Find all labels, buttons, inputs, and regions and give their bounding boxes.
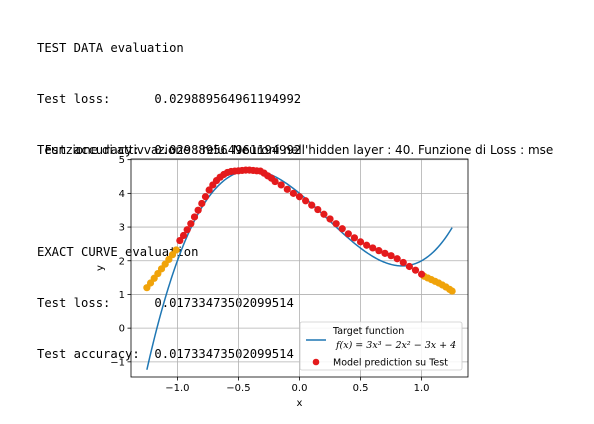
prediction-point	[418, 270, 426, 278]
prediction-point	[277, 181, 285, 189]
prediction-point	[179, 231, 188, 240]
prediction-point	[201, 193, 210, 201]
y-tick-label: 5	[119, 155, 125, 166]
prediction-point	[369, 244, 377, 252]
y-tick-label: 3	[119, 223, 125, 234]
prediction-point	[187, 220, 195, 228]
console-line: Test accuracy: 0.01733473502099514	[37, 347, 294, 361]
x-tick-label: −0.5	[226, 383, 250, 394]
prediction-point	[387, 252, 395, 260]
legend-marker-swatch	[312, 358, 320, 366]
prediction-point	[183, 226, 191, 234]
y-tick-label: 1	[119, 290, 125, 301]
console-line: Test loss: 0.01733473502099514	[37, 296, 294, 310]
prediction-point	[271, 177, 279, 186]
prediction-point	[405, 262, 413, 271]
prediction-point	[381, 249, 389, 257]
prediction-point	[198, 199, 206, 208]
prediction-point	[363, 241, 371, 249]
prediction-point	[320, 210, 328, 218]
chart-title: Funzione di attivvazione : relu. Neuroni…	[45, 143, 554, 157]
x-tick-label: 1.0	[414, 383, 430, 394]
prediction-point	[326, 215, 334, 223]
legend-box	[299, 321, 463, 371]
prediction-point	[176, 236, 184, 245]
prediction-point	[283, 185, 291, 193]
y-tick-label: 4	[119, 189, 125, 200]
y-tick-label: 0	[119, 324, 125, 335]
x-tick-label: 0.0	[292, 383, 308, 394]
prediction-point	[289, 189, 297, 197]
prediction-point	[332, 220, 340, 228]
prediction-point	[190, 213, 199, 221]
prediction-point	[375, 247, 383, 255]
console-output: TEST DATA evaluation Test loss: 0.029889…	[37, 6, 301, 380]
console-line: TEST DATA evaluation	[37, 41, 184, 55]
console-line: Test loss: 0.029889564961194992	[37, 92, 302, 106]
prediction-point	[302, 197, 310, 205]
chart-series	[143, 166, 456, 370]
extrapolation-point	[448, 287, 456, 295]
prediction-point	[411, 266, 420, 274]
x-tick-label: 0.5	[353, 383, 369, 394]
prediction-point	[344, 230, 352, 238]
prediction-point	[338, 225, 346, 233]
prediction-point	[356, 238, 365, 246]
x-tick-label: −1.0	[165, 383, 189, 394]
prediction-point	[205, 186, 213, 194]
y-tick-label: −1	[110, 357, 125, 368]
chart-ticks: −1.0 −0.5 0.0 0.5 1.0 −1 0 1 2 3 4 5	[110, 155, 429, 394]
extrapolation-point	[172, 246, 180, 254]
legend-entry-prediction: Model prediction su Test	[333, 358, 448, 369]
prediction-point	[350, 234, 359, 242]
prediction-point	[194, 206, 202, 214]
prediction-point	[295, 193, 304, 201]
y-tick-label: 2	[119, 256, 125, 267]
chart-legend: Target function f(x) = 3x³ − 2x² − 3x + …	[299, 321, 463, 371]
legend-entry-target: Target function	[332, 326, 404, 337]
x-axis-label: x	[297, 398, 303, 409]
legend-entry-formula: f(x) = 3x³ − 2x² − 3x + 4	[335, 340, 456, 351]
y-axis-label: y	[95, 265, 106, 271]
console-line: Test accuracy: 0.029889564961194992	[37, 143, 302, 157]
prediction-point	[314, 205, 322, 214]
prediction-point	[308, 201, 316, 209]
prediction-point	[399, 258, 407, 267]
prediction-point	[393, 255, 401, 263]
